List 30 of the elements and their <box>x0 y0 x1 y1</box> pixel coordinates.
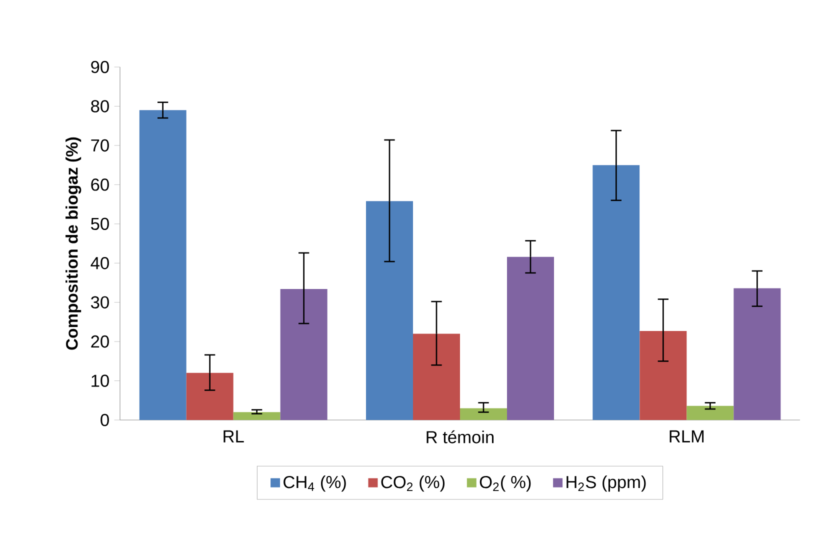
bar <box>592 165 640 420</box>
x-tick-label: RL <box>224 430 244 442</box>
y-tick-label: 50 <box>91 218 109 230</box>
bar <box>460 408 507 420</box>
x-tick-label: RLM <box>670 430 704 442</box>
bar <box>686 406 734 420</box>
legend-label: H$_{2}$S (ppm) <box>566 475 646 492</box>
legend-label: CO$_{2}$ (%) <box>381 475 445 492</box>
bar <box>186 372 234 420</box>
bar <box>413 334 460 420</box>
bar <box>734 288 781 420</box>
legend-label: CH$_{4}$ (%) <box>284 475 346 492</box>
bar <box>233 412 280 420</box>
bar <box>366 201 413 420</box>
bar <box>280 289 328 420</box>
y-tick-label: 0 <box>100 414 109 426</box>
bar <box>507 256 554 420</box>
y-tick-label: 40 <box>90 256 109 270</box>
y-axis-title: Composition de biogaz (%) <box>66 137 82 350</box>
legend-label: O$_{2}$( %) <box>480 475 531 492</box>
bar <box>640 330 687 420</box>
y-tick-label: 30 <box>90 296 109 308</box>
y-tick-label: 20 <box>91 335 109 348</box>
y-tick-label: 70 <box>91 139 109 152</box>
y-tick-label: 10 <box>92 374 109 387</box>
y-tick-label: 80 <box>91 100 109 112</box>
bar <box>139 110 186 420</box>
y-tick-label: 90 <box>91 60 109 74</box>
x-tick-label: R témoin <box>426 430 494 444</box>
y-tick-label: 60 <box>91 178 109 191</box>
